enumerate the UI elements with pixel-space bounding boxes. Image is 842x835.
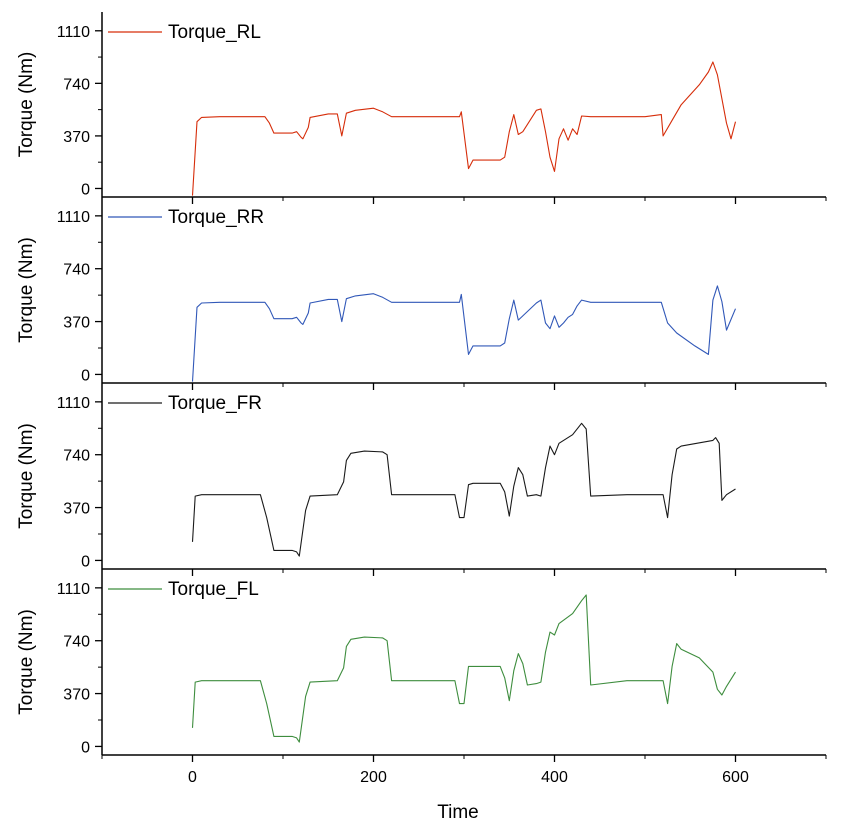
x-tick-label: 600 [722, 769, 749, 786]
x-tick-label: 200 [360, 769, 387, 786]
panel-2-legend-label: Torque_FR [168, 393, 262, 414]
panel-1-y-tick-label: 0 [81, 367, 90, 384]
panel-1-y-tick-label: 1110 [57, 209, 90, 226]
panel-1-y-tick-label: 370 [63, 315, 90, 332]
panel-0-y-axis-title: Torque (Nm) [16, 52, 37, 158]
panel-3-y-tick-label: 1110 [57, 581, 90, 598]
panel-3-legend-label: Torque_FL [168, 579, 259, 600]
panel-0-y-tick-label: 740 [63, 76, 90, 93]
panel-1-legend-label: Torque_RR [168, 207, 264, 228]
panel-3-y-tick-label: 370 [63, 687, 90, 704]
x-tick-label: 400 [541, 769, 568, 786]
panel-0-series-line [191, 61, 737, 196]
panel-1-series-line [191, 285, 737, 382]
panel-0-legend-label: Torque_RL [168, 22, 261, 43]
panel-0-y-tick-label: 0 [81, 181, 90, 198]
panel-3-y-axis-title: Torque (Nm) [16, 609, 37, 715]
panel-2-y-tick-label: 1110 [57, 395, 90, 412]
x-axis-title: Time [437, 802, 479, 823]
x-tick-label: 0 [188, 769, 197, 786]
panel-2-series-line [191, 422, 736, 557]
panel-2-y-tick-label: 740 [63, 448, 90, 465]
panel-0-y-tick-label: 1110 [57, 24, 90, 41]
panel-1-y-tick-label: 740 [63, 262, 90, 279]
panel-0-y-tick-label: 370 [63, 129, 90, 146]
panel-2-y-tick-label: 0 [81, 553, 90, 570]
panel-2-y-axis-title: Torque (Nm) [16, 423, 37, 529]
panel-3-y-tick-label: 0 [81, 739, 90, 756]
panel-3-series-line [191, 594, 736, 743]
panel-1-y-axis-title: Torque (Nm) [16, 237, 37, 343]
panel-3-y-tick-label: 740 [63, 634, 90, 651]
panel-2-y-tick-label: 370 [63, 501, 90, 518]
